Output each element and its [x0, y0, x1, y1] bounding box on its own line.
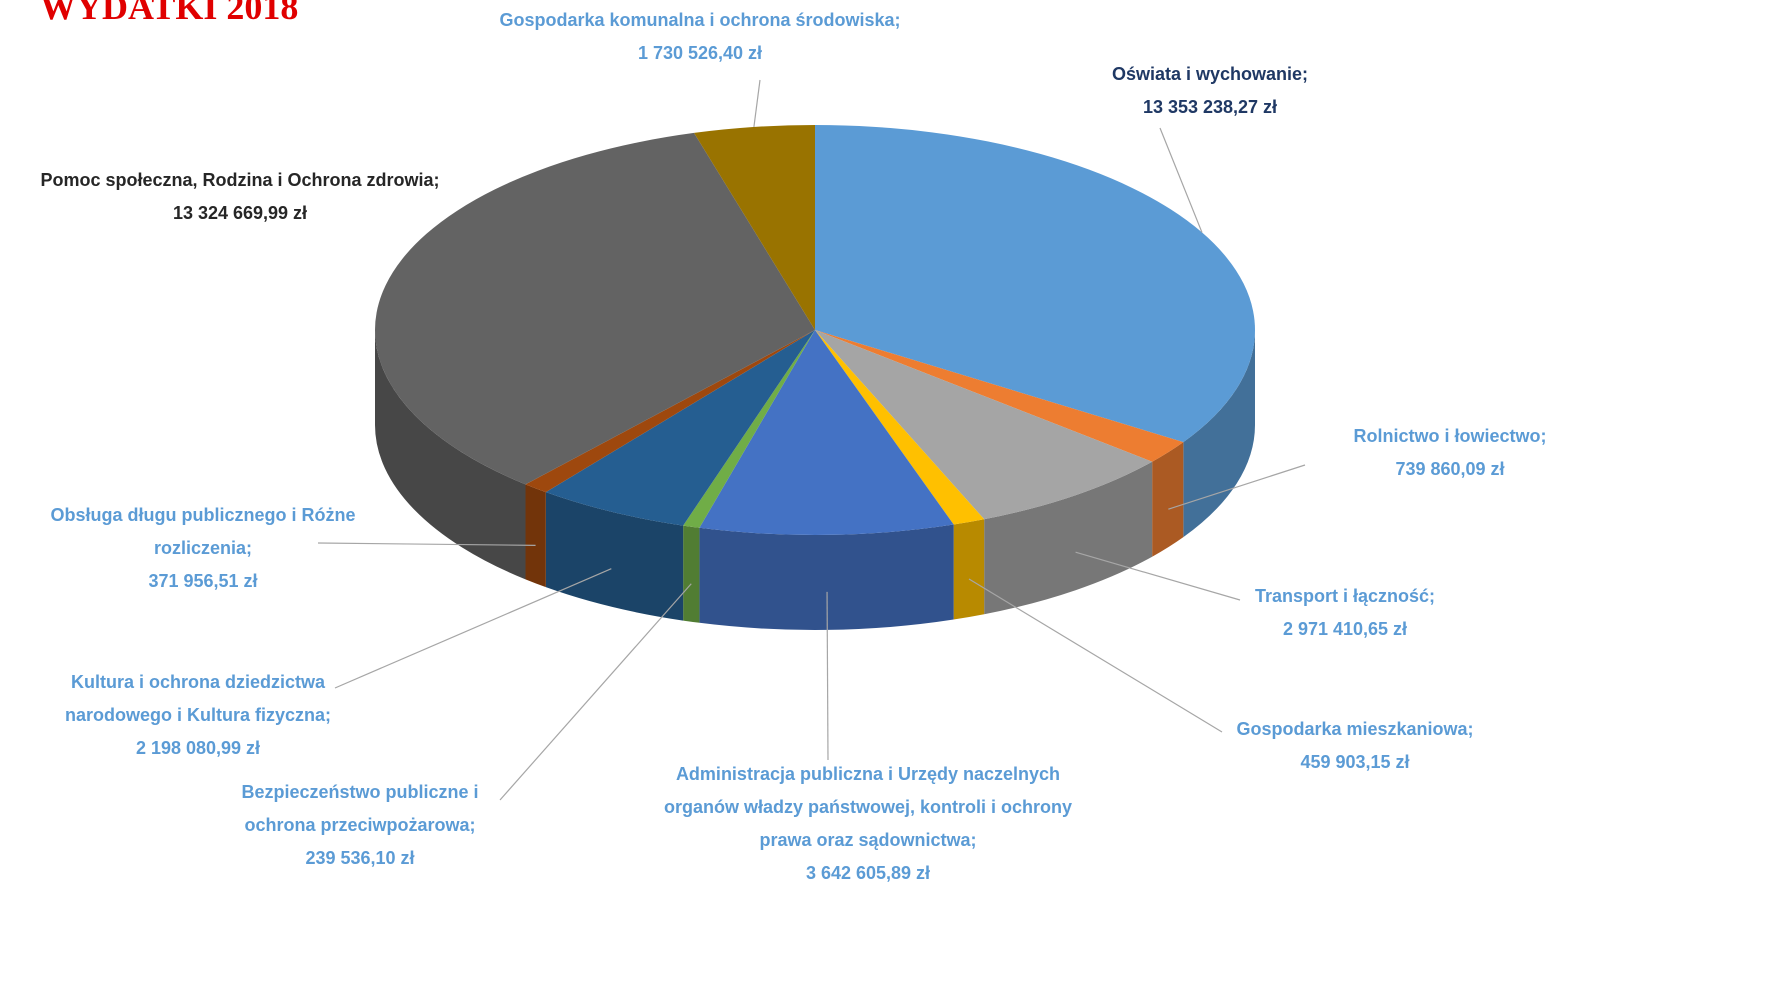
value-label: 2 198 080,99 zł [135, 738, 261, 758]
data-label: Transport i łączność; 2 971 410,65 zł [1215, 580, 1475, 646]
data-label: Rolnictwo i łowiectwo; 739 860,09 zł [1310, 420, 1590, 486]
category-label: Pomoc społeczna, Rodzina i Ochrona zdrow… [40, 170, 440, 190]
slice-side [375, 330, 526, 580]
slice-side [683, 525, 700, 623]
leader-line [1075, 551, 1241, 601]
data-label: Gospodarka komunalna i ochrona środowisk… [440, 4, 960, 70]
value-label: 3 642 605,89 zł [805, 863, 931, 883]
value-label: 1 730 526,40 zł [637, 43, 763, 63]
data-label: Bezpieczeństwo publiczne i ochrona przec… [210, 776, 510, 875]
category-label: Transport i łączność; [1254, 586, 1436, 606]
slice-side [1183, 330, 1255, 538]
category-label: Obsługa długu publicznego i Różne rozlic… [50, 505, 356, 558]
leader-line [499, 583, 692, 801]
leader-line [826, 591, 829, 761]
value-label: 13 353 238,27 zł [1142, 97, 1278, 117]
value-label: 459 903,15 zł [1300, 752, 1410, 772]
data-label: Oświata i wychowanie; 13 353 238,27 zł [1060, 58, 1360, 124]
value-label: 739 860,09 zł [1395, 459, 1505, 479]
value-label: 2 971 410,65 zł [1282, 619, 1408, 639]
leader-line [317, 542, 536, 546]
slice [374, 132, 815, 485]
data-label: Pomoc społeczna, Rodzina i Ochrona zdrow… [0, 164, 480, 230]
slice [815, 125, 1255, 443]
data-label: Administracja publiczna i Urzędy naczeln… [638, 758, 1098, 890]
slice [694, 125, 815, 330]
category-label: Rolnictwo i łowiectwo; [1353, 426, 1547, 446]
leader-line [1168, 464, 1306, 510]
value-label: 239 536,10 zł [305, 848, 415, 868]
leader-line [1159, 127, 1203, 233]
slice-side [953, 519, 985, 620]
value-label: 13 324 669,99 zł [172, 203, 308, 223]
slice [545, 330, 815, 526]
slice [683, 330, 815, 528]
value-label: 371 956,51 zł [148, 571, 258, 591]
slice-side [1152, 442, 1184, 557]
leader-line [753, 79, 761, 128]
slice-side [699, 524, 954, 631]
category-label: Kultura i ochrona dziedzictwa narodowego… [64, 672, 332, 725]
slice [525, 330, 815, 493]
category-label: Oświata i wychowanie; [1111, 64, 1309, 84]
category-label: Gospodarka mieszkaniowa; [1236, 719, 1474, 739]
slice [699, 330, 954, 535]
slice-side [545, 492, 684, 621]
slice [815, 330, 1153, 520]
slice-side [525, 484, 546, 588]
data-label: Kultura i ochrona dziedzictwa narodowego… [33, 666, 363, 765]
leader-line [968, 578, 1223, 733]
slice [815, 330, 985, 525]
slice [815, 330, 1184, 462]
slice-side [984, 461, 1153, 615]
category-label: Administracja publiczna i Urzędy naczeln… [663, 764, 1073, 850]
data-label: Obsługa długu publicznego i Różne rozlic… [43, 499, 363, 598]
data-label: Gospodarka mieszkaniowa; 459 903,15 zł [1205, 713, 1505, 779]
category-label: Bezpieczeństwo publiczne i ochrona przec… [241, 782, 479, 835]
leader-line [334, 568, 612, 689]
chart-title: WYDATKI 2018 [40, 0, 299, 27]
category-label: Gospodarka komunalna i ochrona środowisk… [499, 10, 901, 30]
